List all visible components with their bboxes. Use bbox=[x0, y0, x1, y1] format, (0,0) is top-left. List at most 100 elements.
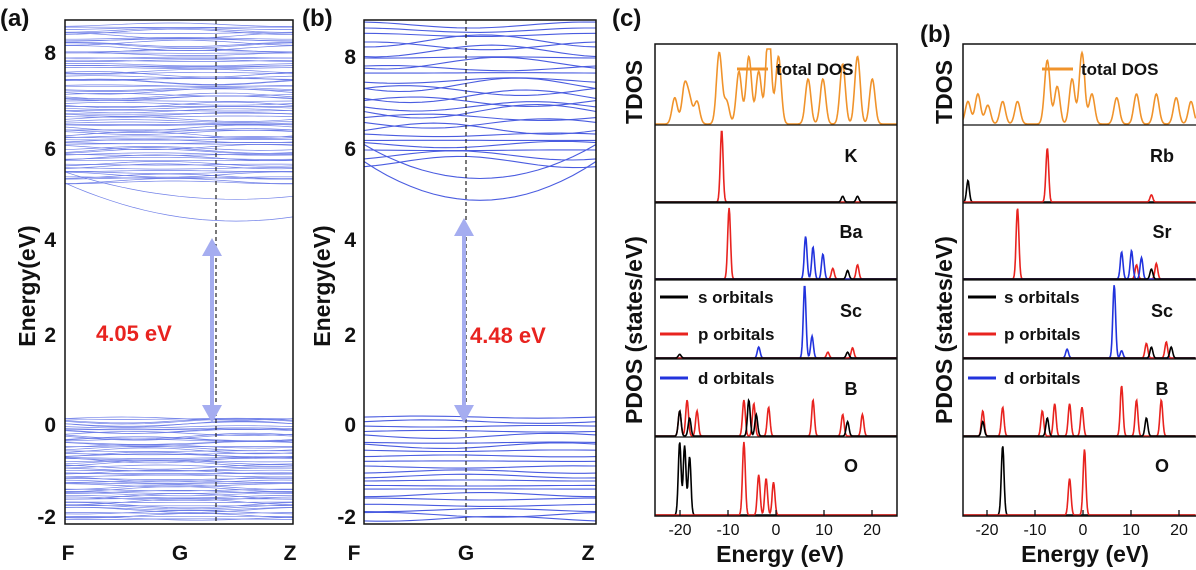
band-line bbox=[363, 419, 597, 424]
band-line bbox=[363, 432, 597, 439]
gap-label-b: 4.48 eV bbox=[470, 323, 546, 348]
band-line bbox=[64, 418, 294, 425]
band-line bbox=[64, 154, 294, 156]
gap-label-a: 4.05 eV bbox=[96, 321, 172, 346]
band-line bbox=[363, 492, 597, 498]
y-tick-label: 2 bbox=[44, 324, 56, 347]
legend-entry-d: d orbitals bbox=[1004, 369, 1081, 388]
band-line bbox=[65, 518, 294, 520]
band-line bbox=[64, 171, 294, 200]
dos-curve-d bbox=[963, 248, 1196, 280]
element-label-o: O bbox=[844, 456, 858, 476]
band-line bbox=[363, 479, 596, 482]
dos-curve-s bbox=[655, 269, 897, 280]
band-line bbox=[64, 115, 294, 118]
band-line bbox=[364, 503, 597, 507]
band-line bbox=[363, 77, 597, 84]
band-line bbox=[64, 163, 294, 166]
band-line bbox=[64, 459, 294, 463]
y-tick-label: -2 bbox=[37, 506, 56, 529]
band-line bbox=[64, 112, 294, 117]
x-axis-title-c: Energy (eV) bbox=[716, 541, 844, 567]
band-line bbox=[363, 442, 597, 449]
band-line bbox=[363, 77, 597, 93]
band-line bbox=[64, 488, 293, 492]
band-line bbox=[363, 149, 597, 152]
dos-curve-s bbox=[962, 178, 1196, 203]
x-tick-label: 10 bbox=[815, 522, 833, 539]
band-line bbox=[363, 32, 597, 38]
band-line bbox=[64, 37, 294, 42]
dos-curve-s bbox=[963, 268, 1196, 280]
x-ticks-a: F G Z bbox=[62, 542, 297, 565]
band-line bbox=[64, 170, 293, 173]
arrow-head-up-icon bbox=[454, 218, 474, 236]
element-label-o: O bbox=[1155, 456, 1169, 476]
subpanel-dividers-b-right bbox=[963, 124, 1196, 438]
x-ticks-b-right: -20 -10 0 10 20 bbox=[975, 510, 1188, 539]
element-label-sc: Sc bbox=[840, 301, 862, 321]
frame-b-right bbox=[962, 43, 1196, 517]
band-line bbox=[64, 452, 294, 456]
band-line bbox=[64, 444, 294, 449]
band-line bbox=[64, 68, 294, 74]
panel-label-b-right: (b) bbox=[920, 21, 951, 48]
band-line bbox=[64, 143, 294, 145]
band-line bbox=[65, 42, 294, 49]
element-label-sr: Sr bbox=[1152, 222, 1171, 242]
band-line bbox=[363, 56, 597, 70]
band-line bbox=[363, 89, 597, 104]
k-label: Z bbox=[582, 542, 595, 565]
band-line bbox=[363, 122, 597, 135]
legend-entry-total: total DOS bbox=[1081, 60, 1158, 79]
y-tick-label: 8 bbox=[44, 42, 56, 65]
band-line bbox=[363, 64, 597, 72]
y-tick-label: 4 bbox=[44, 229, 56, 252]
y-tick-label: -2 bbox=[337, 506, 356, 529]
dos-curves-c bbox=[655, 48, 897, 516]
band-line bbox=[64, 152, 294, 156]
dos-panel-b-right: (b) TDOS PDOS (states/eV) total DOS s or… bbox=[920, 21, 1196, 567]
tdos-axis-title-c: TDOS bbox=[621, 60, 647, 124]
y-tick-label: 6 bbox=[344, 138, 356, 161]
element-labels-b-right: Rb Sr Sc B O bbox=[1150, 146, 1174, 476]
band-line bbox=[64, 78, 294, 85]
band-line bbox=[64, 167, 294, 170]
band-line bbox=[64, 161, 294, 167]
element-label-k: K bbox=[845, 146, 858, 166]
x-tick-label: -20 bbox=[668, 522, 691, 539]
x-tick-label: 20 bbox=[863, 522, 881, 539]
band-line bbox=[64, 425, 294, 429]
band-line bbox=[64, 489, 293, 494]
band-line bbox=[64, 66, 294, 70]
band-line bbox=[64, 173, 294, 179]
band-line bbox=[64, 506, 294, 511]
frame-b bbox=[363, 19, 597, 525]
band-line bbox=[64, 101, 294, 106]
band-line bbox=[363, 507, 597, 513]
x-tick-label: -10 bbox=[1023, 522, 1046, 539]
band-line bbox=[64, 180, 293, 185]
dos-curve-p bbox=[655, 346, 897, 359]
band-line bbox=[65, 498, 294, 506]
y-tick-label: 2 bbox=[344, 324, 356, 347]
band-line bbox=[363, 96, 597, 107]
dos-curve-p bbox=[963, 449, 1196, 516]
band-line bbox=[64, 478, 293, 480]
element-label-b: B bbox=[1156, 379, 1169, 399]
band-line bbox=[363, 424, 597, 428]
y-axis-title-a: Energy(eV) bbox=[14, 225, 40, 346]
arrow-head-down-icon bbox=[454, 405, 474, 423]
x-tick-label: 10 bbox=[1122, 522, 1140, 539]
x-tick-label: -20 bbox=[975, 522, 998, 539]
frame-a bbox=[64, 19, 294, 525]
band-line bbox=[363, 150, 597, 161]
band-line bbox=[64, 447, 294, 455]
band-lines-a bbox=[64, 22, 294, 521]
x-tick-label: -10 bbox=[716, 522, 739, 539]
y-tick-label: 6 bbox=[44, 138, 56, 161]
band-line bbox=[65, 494, 294, 499]
band-line bbox=[64, 119, 294, 123]
band-line bbox=[64, 148, 294, 155]
band-line bbox=[64, 101, 294, 109]
